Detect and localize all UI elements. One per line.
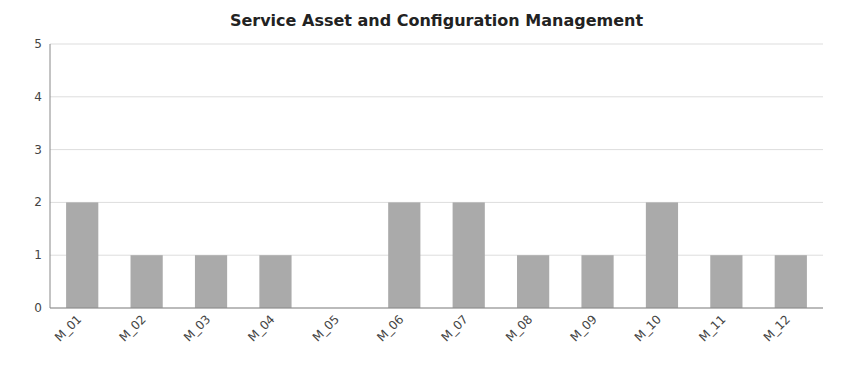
grid-line [50,149,823,150]
y-tick-label: 0 [34,301,42,315]
bar [710,255,742,308]
y-axis-line [50,44,51,308]
x-tick-label: M_08 [503,312,535,344]
x-tick-label: M_11 [696,312,728,344]
grid-line [50,96,823,97]
grid-line [50,202,823,203]
bar [66,202,98,308]
y-tick-label: 2 [34,195,42,209]
y-tick-label: 4 [34,90,42,104]
x-tick-label: M_01 [52,312,84,344]
bar [581,255,613,308]
x-axis-line [50,308,823,309]
bar [388,202,420,308]
x-tick-label: M_03 [181,312,213,344]
grid [50,44,823,308]
y-tick-label: 5 [34,37,42,51]
bar [517,255,549,308]
chart-container: Service Asset and Configuration Manageme… [0,0,843,376]
x-tick-label: M_06 [374,312,406,344]
bar [131,255,163,308]
page: {"chart_data": {"type": "bar", "title": … [0,0,843,376]
x-tick-label: M_10 [632,312,664,344]
y-tick-label: 1 [34,248,42,262]
grid-line [50,44,823,45]
bar [775,255,807,308]
bars [66,202,807,308]
bar [646,202,678,308]
bar [195,255,227,308]
title: Service Asset and Configuration Manageme… [230,11,644,30]
x-tick-label: M_12 [761,312,793,344]
grid-line [50,308,823,309]
grid-line [50,255,823,256]
x-tick-label: M_04 [245,312,277,344]
x-tick-label: M_09 [567,312,599,344]
x-tick-label: M_02 [116,312,148,344]
x-tick-label: M_05 [310,312,342,344]
bar [259,255,291,308]
chart-svg: Service Asset and Configuration Manageme… [0,0,843,376]
x-tick-label: M_07 [439,312,471,344]
bar [453,202,485,308]
y-tick-label: 3 [34,143,42,157]
